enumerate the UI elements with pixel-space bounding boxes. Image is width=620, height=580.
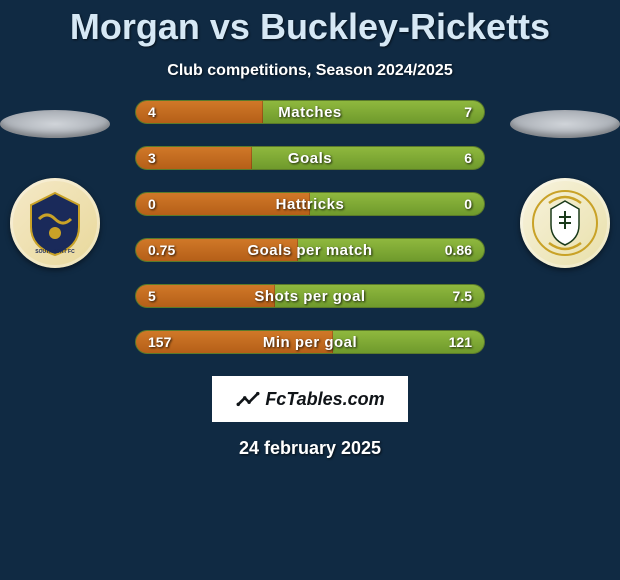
stat-row: 00Hattricks — [135, 192, 485, 216]
team-crest-right — [520, 178, 610, 268]
stat-label: Goals — [136, 147, 484, 169]
fctables-logo[interactable]: FcTables.com — [212, 376, 408, 422]
stat-label: Hattricks — [136, 193, 484, 215]
stat-row: 57.5Shots per goal — [135, 284, 485, 308]
season-subtitle: Club competitions, Season 2024/2025 — [0, 62, 620, 80]
player-left-base — [0, 110, 110, 138]
stat-bars: 47Matches 36Goals 00Hattricks 0.750.86Goals… — [135, 100, 485, 354]
player-right-base — [510, 110, 620, 138]
stat-row: 36Goals — [135, 146, 485, 170]
stat-row: 0.750.86Goals per match — [135, 238, 485, 262]
chart-icon — [235, 386, 261, 412]
stat-label: Shots per goal — [136, 285, 484, 307]
stat-label: Goals per match — [136, 239, 484, 261]
stat-row: 47Matches — [135, 100, 485, 124]
stat-row: 157121Min per goal — [135, 330, 485, 354]
svg-text:SOUTHPORT FC: SOUTHPORT FC — [35, 249, 75, 255]
logo-text: FcTables.com — [265, 389, 384, 410]
stat-label: Matches — [136, 101, 484, 123]
page-title: Morgan vs Buckley-Ricketts — [0, 0, 620, 48]
stat-label: Min per goal — [136, 331, 484, 353]
player-right-column — [510, 100, 620, 268]
comparison-panel: SOUTHPORT FC 47Matches 36Goals 00Hattricks… — [0, 100, 620, 354]
player-left-column: SOUTHPORT FC — [0, 100, 110, 268]
team-crest-left: SOUTHPORT FC — [10, 178, 100, 268]
snapshot-date: 24 february 2025 — [0, 438, 620, 459]
